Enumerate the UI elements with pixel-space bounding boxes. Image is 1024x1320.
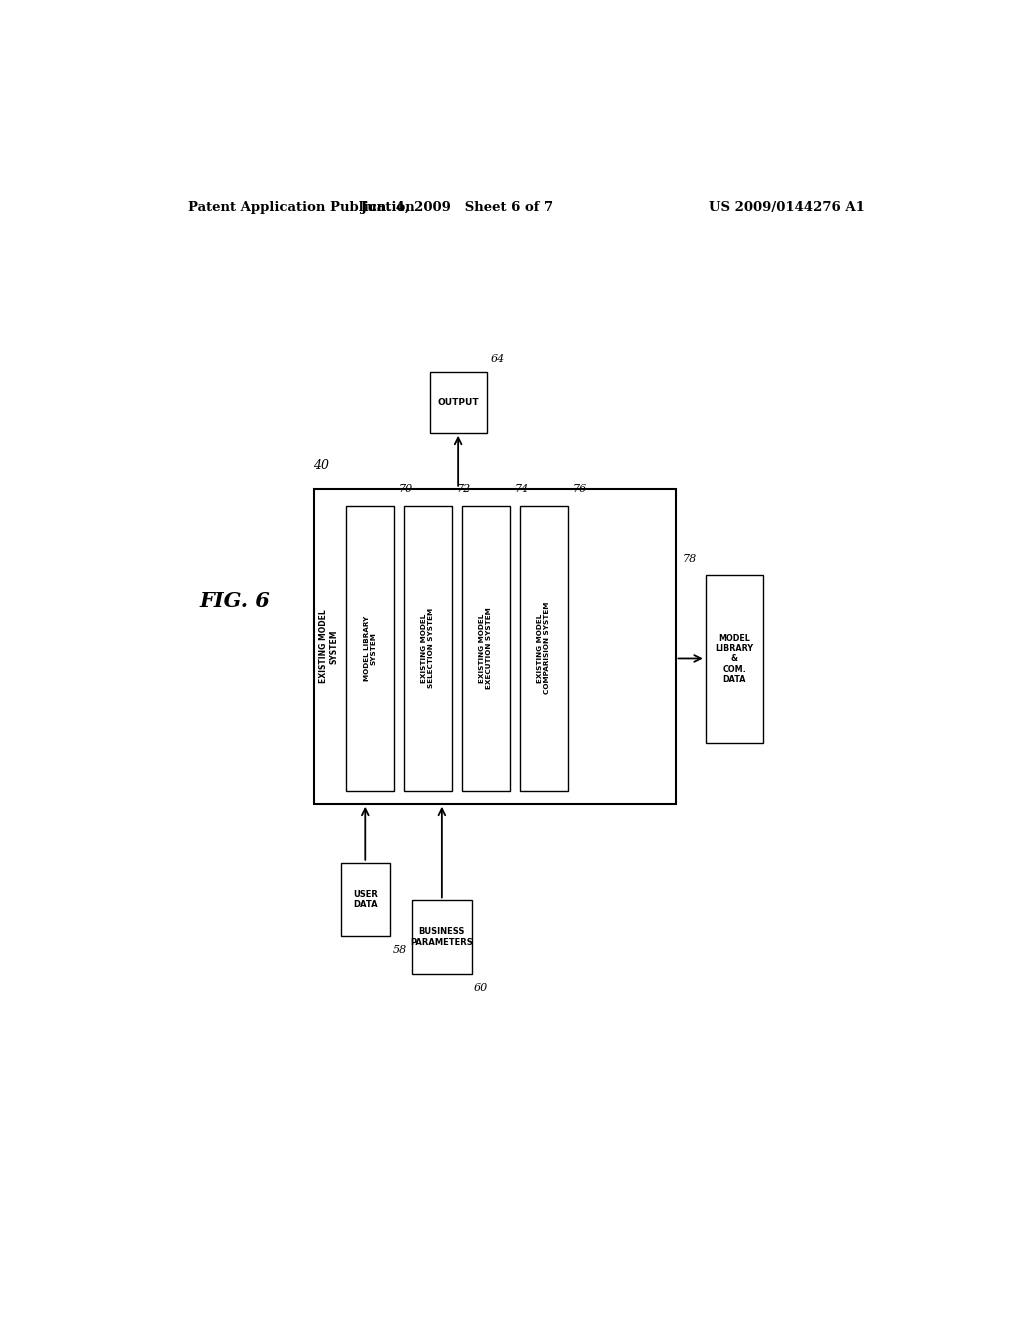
Text: EXISTING MODEL
COMPARISION SYSTEM: EXISTING MODEL COMPARISION SYSTEM (538, 602, 550, 694)
Text: 60: 60 (474, 982, 488, 993)
Text: 76: 76 (572, 484, 587, 494)
Text: 64: 64 (490, 354, 505, 364)
Text: 70: 70 (398, 484, 413, 494)
Text: US 2009/0144276 A1: US 2009/0144276 A1 (709, 201, 864, 214)
Bar (430, 372, 486, 433)
Text: EXISTING MODEL
EXECUTION SYSTEM: EXISTING MODEL EXECUTION SYSTEM (479, 607, 493, 689)
Text: EXISTING MODEL
SELECTION SYSTEM: EXISTING MODEL SELECTION SYSTEM (422, 609, 434, 688)
Bar (412, 900, 472, 974)
Text: OUTPUT: OUTPUT (437, 397, 479, 407)
Text: EXISTING MODEL
SYSTEM: EXISTING MODEL SYSTEM (319, 610, 339, 684)
Text: 40: 40 (313, 459, 329, 473)
Text: Jun. 4, 2009   Sheet 6 of 7: Jun. 4, 2009 Sheet 6 of 7 (361, 201, 553, 214)
Text: BUSINESS
PARAMETERS: BUSINESS PARAMETERS (411, 927, 473, 946)
Bar (341, 863, 390, 936)
Bar (706, 576, 763, 743)
Bar (346, 506, 394, 791)
Text: USER
DATA: USER DATA (353, 890, 378, 909)
Bar (314, 488, 676, 804)
Text: 58: 58 (392, 945, 407, 956)
Text: 72: 72 (457, 484, 471, 494)
Bar (462, 506, 510, 791)
Text: MODEL
LIBRARY
&
COM.
DATA: MODEL LIBRARY & COM. DATA (715, 634, 754, 684)
Text: 78: 78 (683, 554, 697, 564)
Text: 74: 74 (514, 484, 528, 494)
Text: MODEL LIBRARY
SYSTEM: MODEL LIBRARY SYSTEM (364, 615, 377, 681)
Bar (520, 506, 567, 791)
Text: FIG. 6: FIG. 6 (200, 590, 270, 611)
Text: Patent Application Publication: Patent Application Publication (187, 201, 415, 214)
Bar (404, 506, 452, 791)
